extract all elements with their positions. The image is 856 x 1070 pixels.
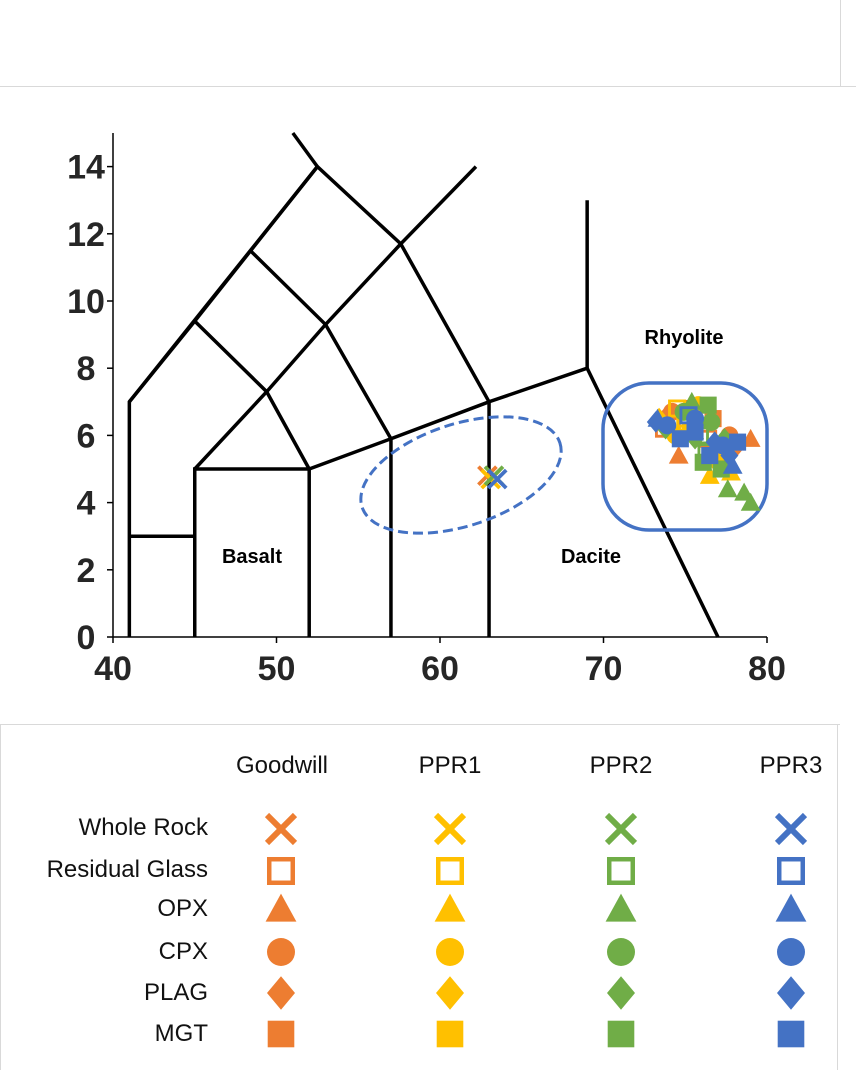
- field-boundary-line: [249, 249, 393, 440]
- data-point-plag: [658, 404, 677, 427]
- legend: [0, 724, 840, 1070]
- y-tick-label: 14: [67, 149, 105, 187]
- x-tick-label: 80: [748, 650, 786, 688]
- data-point-mgt: [729, 433, 747, 451]
- field-boundary-line: [193, 467, 311, 637]
- data-point-opx: [699, 465, 720, 484]
- legend-square-icon: [607, 1020, 635, 1048]
- data-point-opx: [668, 445, 689, 464]
- region-label-dacite: Dacite: [561, 546, 621, 568]
- legend-diamond-icon: [777, 976, 805, 1010]
- legend-diamond-icon: [607, 976, 635, 1010]
- legend-header-goodwill: Goodwill: [235, 752, 329, 779]
- legend-open-square-icon: [606, 856, 635, 885]
- mineral-cluster-outline: [601, 381, 769, 532]
- data-point-plag: [705, 431, 724, 453]
- legend-open-square-icon: [776, 856, 805, 885]
- legend-square-icon: [267, 1020, 295, 1048]
- legend-square-icon: [436, 1020, 464, 1048]
- legend-triangle-icon: [434, 893, 466, 922]
- legend-circle-icon: [607, 938, 635, 966]
- legend-header-ppr2: PPR2: [589, 752, 653, 779]
- legend-open-square-icon: [266, 856, 295, 885]
- axes: [107, 133, 768, 643]
- x-tick-label: 70: [585, 650, 623, 688]
- field-boundary-line: [308, 400, 490, 471]
- whole-rock-ellipse: [359, 415, 563, 535]
- data-point-opx: [717, 479, 738, 498]
- legend-x-icon: [264, 812, 298, 846]
- ellipses: [359, 381, 769, 535]
- data-point-cpx: [702, 412, 721, 431]
- x-tick-label: 50: [258, 650, 296, 688]
- classification-field-lines: [127, 131, 720, 638]
- field-boundary-line: [127, 164, 720, 638]
- legend-triangle-icon: [265, 893, 297, 922]
- legend-diamond-icon: [267, 976, 295, 1010]
- region-label-rhyolite: Rhyolite: [645, 327, 724, 349]
- legend-row-whole-rock: Whole Rock: [78, 814, 208, 841]
- field-boundary-line: [193, 319, 311, 470]
- legend-header-ppr1: PPR1: [418, 752, 482, 779]
- data-point-mgt: [671, 430, 689, 448]
- legend-markers: [264, 812, 808, 1048]
- data-point-cpx: [686, 409, 705, 428]
- x-tick-label: 40: [94, 650, 132, 688]
- tas-chart: 40 50 60 70 80 0 2 4 6 8 10 12 14 Basalt Dacite Rhyo…: [67, 131, 786, 688]
- data-point-mgt: [699, 396, 717, 414]
- data-point-plag: [646, 411, 665, 433]
- legend-x-icon: [433, 812, 467, 846]
- legend-row-residual-glass: Residual Glass: [46, 856, 208, 883]
- y-tick-label: 2: [77, 552, 96, 590]
- legend-triangle-icon: [775, 893, 807, 922]
- legend-circle-icon: [777, 938, 805, 966]
- data-point-opx: [740, 492, 761, 511]
- legend-row-cpx: CPX: [158, 938, 208, 965]
- legend-triangle-icon: [605, 893, 637, 922]
- legend-x-icon: [604, 812, 638, 846]
- field-boundary-line: [127, 165, 319, 403]
- legend-x-icon: [774, 812, 808, 846]
- data-point-mgt: [686, 423, 704, 441]
- legend-row-mgt: MGT: [154, 1020, 208, 1047]
- legend-row-opx: OPX: [157, 895, 208, 922]
- region-label-basalt: Basalt: [222, 546, 282, 568]
- field-boundary-line: [193, 242, 403, 471]
- legend-circle-icon: [436, 938, 464, 966]
- data-point-opx: [722, 455, 743, 474]
- legend-circle-icon: [267, 938, 295, 966]
- legend-open-square-icon: [435, 856, 464, 885]
- top-frame: [0, 0, 856, 87]
- legend-row-plag: PLAG: [143, 979, 208, 1006]
- x-tick-label: 60: [421, 650, 459, 688]
- y-tick-label: 8: [77, 350, 96, 388]
- y-tick-label: 6: [77, 417, 96, 455]
- y-tick-label: 10: [67, 283, 105, 321]
- data-points: [477, 391, 761, 511]
- legend-diamond-icon: [436, 976, 464, 1010]
- legend-header-ppr3: PPR3: [759, 752, 823, 779]
- y-tick-label: 12: [67, 216, 105, 254]
- tick-labels: 40 50 60 70 80 0 2 4 6 8 10 12 14: [67, 149, 786, 688]
- field-boundary-line: [399, 165, 478, 246]
- legend-square-icon: [777, 1020, 805, 1048]
- field-boundary-line: [291, 131, 319, 168]
- data-point-mgt: [701, 447, 719, 465]
- data-point-whole-rock: [486, 468, 508, 490]
- y-tick-label: 0: [77, 619, 96, 657]
- y-tick-label: 4: [77, 485, 96, 523]
